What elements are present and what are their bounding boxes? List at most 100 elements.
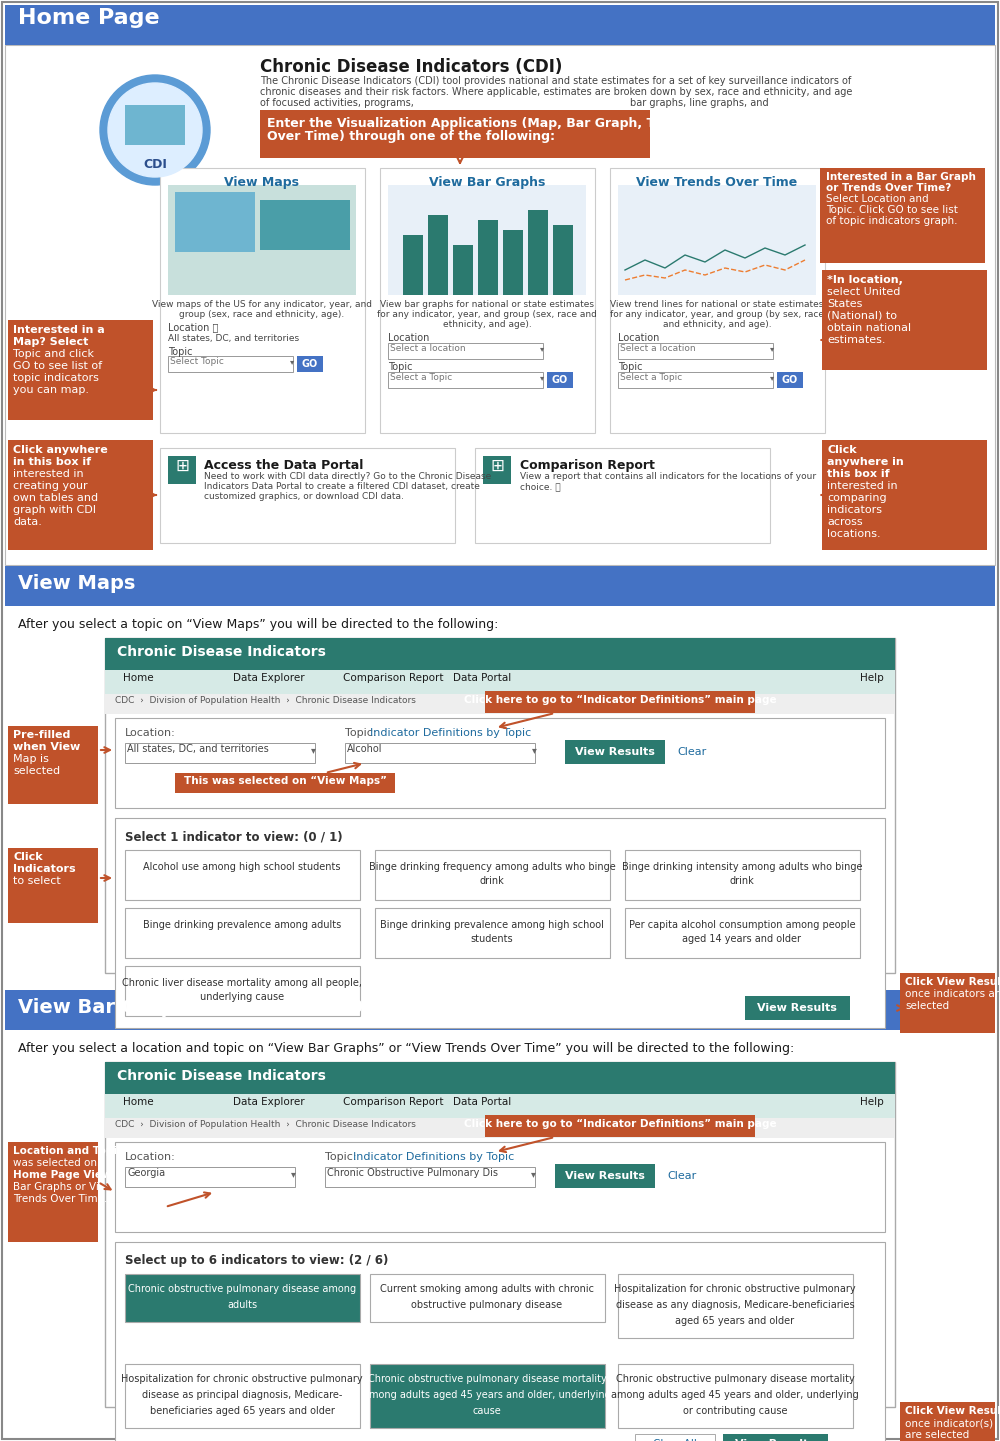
Text: you can map.: you can map. — [13, 385, 89, 395]
Text: indicators: indicators — [827, 504, 882, 514]
Bar — [105, 1062, 895, 1094]
Text: once indicator(s): once indicator(s) — [905, 1418, 993, 1428]
Bar — [618, 184, 816, 295]
Text: selected: selected — [905, 1001, 949, 1012]
Text: drink: drink — [730, 876, 754, 886]
Bar — [5, 990, 995, 1030]
Text: View Results: View Results — [565, 1172, 645, 1182]
Text: GO to see list of: GO to see list of — [13, 362, 102, 370]
Text: for any indicator, year, and group (by sex, race: for any indicator, year, and group (by s… — [610, 310, 824, 318]
Bar — [105, 1062, 895, 1406]
Bar — [555, 1164, 655, 1187]
Text: Per capita alcohol consumption among people: Per capita alcohol consumption among peo… — [629, 919, 855, 929]
Text: in this box if: in this box if — [13, 457, 91, 467]
Bar — [115, 718, 885, 808]
Text: selected: selected — [13, 767, 60, 777]
Text: GO: GO — [302, 359, 318, 369]
Text: creating your: creating your — [13, 481, 88, 491]
Text: Click anywhere: Click anywhere — [13, 445, 108, 455]
Text: View Maps: View Maps — [224, 176, 300, 189]
Bar — [565, 741, 665, 764]
Text: and ethnicity, and age).: and ethnicity, and age). — [663, 320, 771, 329]
Text: aged 14 years and older: aged 14 years and older — [682, 934, 802, 944]
Text: beneficiaries aged 65 years and older: beneficiaries aged 65 years and older — [150, 1406, 334, 1417]
Text: CDC  ›  Division of Population Health  ›  Chronic Disease Indicators: CDC › Division of Population Health › Ch… — [115, 1120, 416, 1128]
Bar — [115, 1143, 885, 1232]
Bar — [475, 448, 770, 543]
Text: Chronic liver disease mortality among all people,: Chronic liver disease mortality among al… — [122, 978, 362, 989]
Text: Alcohol use among high school students: Alcohol use among high school students — [143, 862, 341, 872]
Bar — [618, 1365, 853, 1428]
Text: Over Time) through one of the following:: Over Time) through one of the following: — [267, 130, 555, 143]
Text: of focused activities, programs,: of focused activities, programs, — [260, 98, 414, 108]
Bar — [260, 110, 650, 159]
Text: Help: Help — [860, 1097, 884, 1107]
Text: Data Explorer: Data Explorer — [233, 1097, 305, 1107]
Text: Clear: Clear — [667, 1172, 696, 1182]
Text: Topic:: Topic: — [325, 1151, 360, 1161]
Bar — [610, 169, 825, 432]
Text: Topic and click: Topic and click — [13, 349, 94, 359]
Bar — [175, 772, 395, 793]
Text: View a report that contains all indicators for the locations of your: View a report that contains all indicato… — [520, 473, 816, 481]
Bar — [428, 215, 448, 295]
Bar — [528, 210, 548, 295]
Text: ▾: ▾ — [770, 344, 774, 353]
Bar — [105, 638, 895, 973]
Bar — [388, 184, 586, 295]
Text: Chronic Disease Indicators: Chronic Disease Indicators — [117, 1069, 326, 1084]
Text: for any indicator, year, and group (sex, race and: for any indicator, year, and group (sex,… — [377, 310, 597, 318]
Bar — [478, 220, 498, 295]
Text: are selected: are selected — [905, 1429, 969, 1440]
Bar — [325, 1167, 535, 1187]
Text: ▾: ▾ — [770, 373, 774, 382]
Text: across: across — [827, 517, 863, 527]
Text: Select a Topic: Select a Topic — [390, 373, 452, 382]
Text: ▾: ▾ — [540, 373, 544, 382]
Text: The Chronic Disease Indicators (CDI) tool provides national and state estimates : The Chronic Disease Indicators (CDI) too… — [260, 76, 851, 86]
Text: Topic: Topic — [618, 362, 642, 372]
Text: View Bar Graphs/View Trends Over Time: View Bar Graphs/View Trends Over Time — [18, 999, 460, 1017]
Text: comparing: comparing — [827, 493, 887, 503]
Text: this box if: this box if — [827, 468, 890, 478]
Bar — [625, 908, 860, 958]
Text: After you select a topic on “View Maps” you will be directed to the following:: After you select a topic on “View Maps” … — [18, 618, 498, 631]
Bar — [125, 850, 360, 901]
Bar — [8, 1143, 98, 1242]
Bar — [453, 245, 473, 295]
Text: Interested in a Bar Graph: Interested in a Bar Graph — [826, 171, 976, 182]
Text: Chronic obstructive pulmonary disease mortality: Chronic obstructive pulmonary disease mo… — [616, 1375, 854, 1383]
Text: CDI: CDI — [143, 159, 167, 171]
Text: View Results: View Results — [575, 746, 655, 757]
Text: to select: to select — [13, 876, 61, 886]
Text: ▾: ▾ — [540, 344, 544, 353]
Text: Chronic Disease Indicators (CDI): Chronic Disease Indicators (CDI) — [260, 58, 562, 76]
Bar — [125, 744, 315, 762]
Bar — [503, 231, 523, 295]
Text: ethnicity, and age).: ethnicity, and age). — [443, 320, 531, 329]
Bar — [297, 356, 323, 372]
Text: among adults aged 45 years and older, underlying: among adults aged 45 years and older, un… — [611, 1391, 859, 1401]
Text: Location and Topic: Location and Topic — [13, 1146, 123, 1156]
Text: Interested in a: Interested in a — [13, 326, 105, 334]
Bar — [403, 235, 423, 295]
Bar — [5, 566, 995, 607]
Text: Click: Click — [13, 852, 43, 862]
Bar — [115, 818, 885, 1027]
Text: students: students — [471, 934, 513, 944]
Bar — [168, 455, 196, 484]
Text: Click: Click — [827, 445, 857, 455]
Text: Indicators: Indicators — [13, 865, 76, 875]
Bar — [8, 440, 153, 550]
Text: Pre-filled: Pre-filled — [13, 731, 70, 741]
Text: Trends Over Time.: Trends Over Time. — [13, 1195, 107, 1205]
Text: Location ⓘ: Location ⓘ — [168, 321, 218, 331]
Text: drink: drink — [480, 876, 504, 886]
Text: Select Topic: Select Topic — [170, 357, 224, 366]
Text: select United: select United — [827, 287, 900, 297]
Text: Click here to go to “Indicator Definitions” main page: Click here to go to “Indicator Definitio… — [464, 1120, 776, 1128]
Text: Map is: Map is — [13, 754, 49, 764]
Bar — [105, 670, 895, 695]
Text: Topic: Topic — [388, 362, 413, 372]
Bar — [380, 169, 595, 432]
